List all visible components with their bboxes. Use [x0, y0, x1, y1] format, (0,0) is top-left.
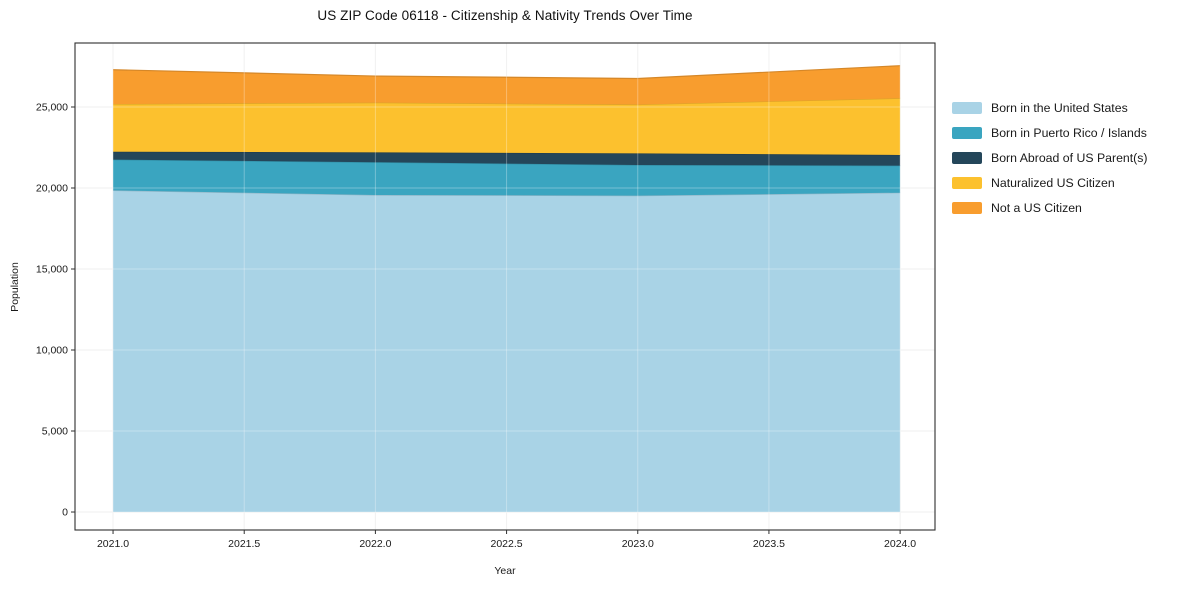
area-naturalized-us-citizen [113, 98, 901, 155]
area-series-group [113, 65, 901, 513]
legend-item: Born Abroad of US Parent(s) [952, 151, 1148, 165]
legend-label: Born Abroad of US Parent(s) [991, 151, 1148, 165]
legend-label: Naturalized US Citizen [991, 176, 1115, 190]
legend: Born in the United States Born in Puerto … [952, 101, 1148, 215]
legend-label: Not a US Citizen [991, 201, 1082, 215]
y-axis-label: Population [9, 262, 21, 312]
plot-border [74, 42, 936, 531]
x-tick-label: 2022.0 [359, 538, 391, 550]
y-tick-label: 10,000 [36, 345, 68, 357]
legend-swatch-born-in-the-united-states [952, 102, 982, 114]
area-born-abroad-of-us-parent-s [113, 151, 901, 166]
legend-label: Born in Puerto Rico / Islands [991, 126, 1147, 140]
area-born-in-the-united-states [113, 190, 901, 513]
legend-item: Born in Puerto Rico / Islands [952, 126, 1148, 140]
legend-swatch-born-in-puerto-rico-islands [952, 127, 982, 139]
legend-swatch-not-a-us-citizen [952, 202, 982, 214]
y-tick-label: 0 [62, 507, 68, 519]
chart-title: US ZIP Code 06118 - Citizenship & Nativi… [317, 8, 693, 23]
area-edge-not-a-us-citizen [113, 65, 901, 80]
x-tick-label: 2021.5 [228, 538, 260, 550]
legend-swatch-naturalized-us-citizen [952, 177, 982, 189]
area-edge-naturalized-us-citizen [113, 97, 901, 106]
x-axis-label: Year [494, 565, 516, 577]
y-tick-label: 25,000 [36, 101, 68, 113]
legend-item: Not a US Citizen [952, 201, 1148, 215]
x-tick-label: 2021.0 [97, 538, 129, 550]
y-tick-label: 20,000 [36, 182, 68, 194]
gridlines-overlay [75, 43, 935, 530]
area-born-in-puerto-rico-islands [113, 159, 901, 196]
y-tick-label: 15,000 [36, 264, 68, 276]
legend-item: Born in the United States [952, 101, 1148, 115]
x-tick-label: 2024.0 [884, 538, 916, 550]
legend-item: Naturalized US Citizen [952, 176, 1148, 190]
axis-ticks: 0 5,000 10,000 15,000 20,000 25,000 2021.0 2021… [36, 101, 916, 550]
legend-swatch-born-abroad-of-us-parent-s [952, 152, 982, 164]
x-tick-label: 2022.5 [491, 538, 523, 550]
y-tick-label: 5,000 [42, 426, 68, 438]
x-tick-label: 2023.5 [753, 538, 785, 550]
legend-label: Born in the United States [991, 101, 1128, 115]
x-tick-label: 2023.0 [622, 538, 654, 550]
